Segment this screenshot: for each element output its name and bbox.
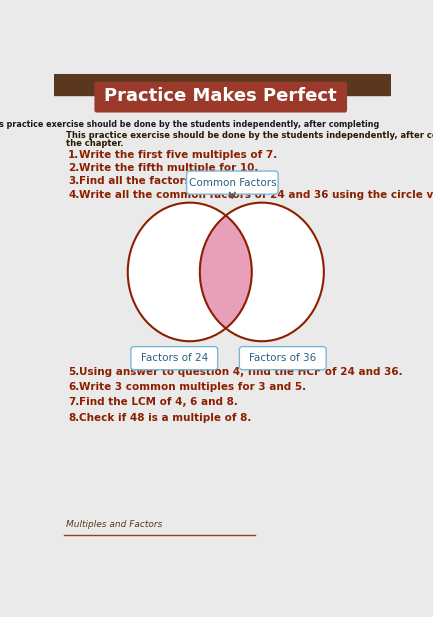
Text: 1.: 1. [68,151,79,160]
Text: Using answer to question 4, find the HCF of 24 and 36.: Using answer to question 4, find the HCF… [79,366,403,376]
FancyBboxPatch shape [131,347,218,370]
Text: Write the fifth multiple for 10.: Write the fifth multiple for 10. [79,164,259,173]
Text: This practice exercise should be done by the students independently, after compl: This practice exercise should be done by… [66,131,433,140]
Text: Factors of 24: Factors of 24 [141,353,208,363]
Text: Find the LCM of 4, 6 and 8.: Find the LCM of 4, 6 and 8. [79,397,238,407]
Text: 8.: 8. [68,413,79,423]
Text: 4.: 4. [68,189,79,199]
Ellipse shape [200,202,324,341]
Text: 3.: 3. [68,176,79,186]
Text: Write the first five multiples of 7.: Write the first five multiples of 7. [79,151,277,160]
FancyBboxPatch shape [239,347,326,370]
Text: 5.: 5. [68,366,79,376]
Text: This practice exercise should be done by the students independently, after compl: This practice exercise should be done by… [0,120,380,129]
Text: Common Factors: Common Factors [188,178,276,188]
Text: 2.: 2. [68,164,79,173]
Text: the chapter.: the chapter. [66,139,123,147]
Text: Find all the factors of 40.: Find all the factors of 40. [79,176,229,186]
Text: Write all the common factors of 24 and 36 using the circle visual given below.: Write all the common factors of 24 and 3… [79,189,433,199]
Text: Factors of 36: Factors of 36 [249,353,317,363]
Polygon shape [200,215,252,328]
Text: Practice Makes Perfect: Practice Makes Perfect [104,88,337,106]
Ellipse shape [128,202,252,341]
FancyBboxPatch shape [187,171,278,194]
Text: 7.: 7. [68,397,79,407]
Text: Check if 48 is a multiple of 8.: Check if 48 is a multiple of 8. [79,413,251,423]
Text: 6.: 6. [68,382,79,392]
Text: Multiples and Factors: Multiples and Factors [66,520,162,529]
FancyBboxPatch shape [94,81,347,112]
Text: Write 3 common multiples for 3 and 5.: Write 3 common multiples for 3 and 5. [79,382,306,392]
